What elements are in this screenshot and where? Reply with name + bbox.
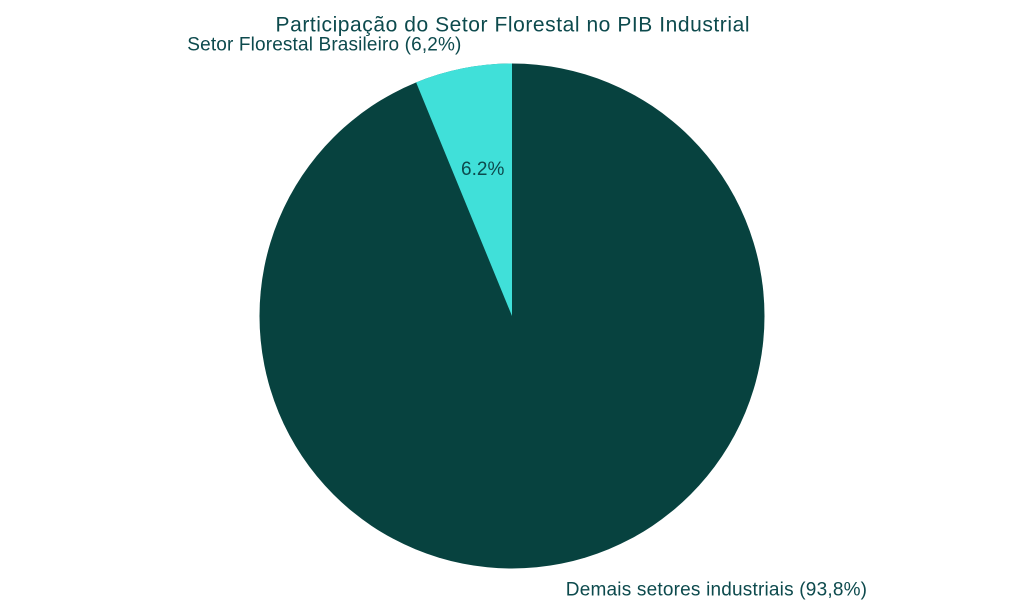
svg-text:6.2%: 6.2% <box>461 159 504 180</box>
svg-text:Participação do Setor Floresta: Participação do Setor Florestal no PIB I… <box>276 13 751 36</box>
svg-text:Demais setores industriais (93: Demais setores industriais (93,8%) <box>566 580 867 601</box>
svg-text:Setor Florestal Brasileiro (6,: Setor Florestal Brasileiro (6,2%) <box>187 35 461 56</box>
